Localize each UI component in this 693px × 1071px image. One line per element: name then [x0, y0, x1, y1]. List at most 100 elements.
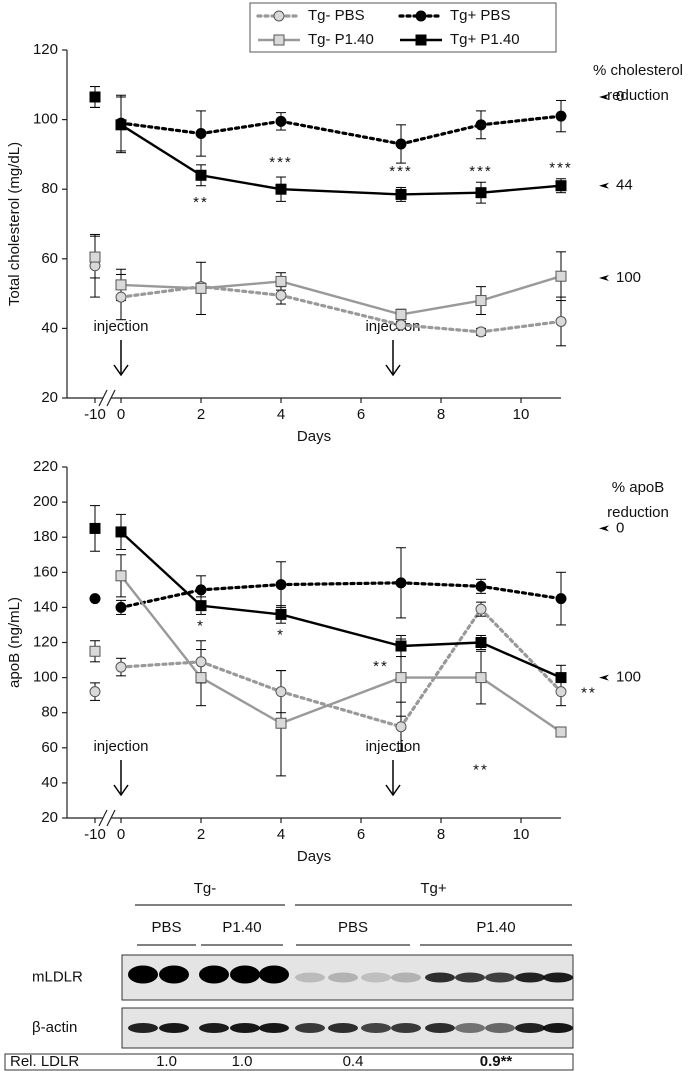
reduction-arrow [599, 674, 609, 681]
line-segment [199, 119, 283, 136]
blot-band [328, 1023, 358, 1033]
line-segment [120, 283, 202, 290]
rel-box [4, 1053, 574, 1071]
marker [115, 601, 127, 613]
blot-band [515, 972, 545, 983]
reduction-title: reduction [607, 87, 669, 104]
marker [475, 326, 487, 338]
marker [275, 183, 287, 195]
significance: * [277, 626, 285, 643]
reduction-arrow [599, 182, 609, 189]
blot-band [259, 965, 289, 984]
marker [115, 570, 127, 582]
injection-arrowhead [385, 784, 401, 797]
marker [275, 275, 287, 287]
line-segment [119, 121, 203, 136]
line-segment [279, 690, 403, 729]
marker [475, 187, 487, 199]
line-segment [200, 604, 282, 616]
significance: *** [469, 163, 493, 180]
marker [555, 270, 567, 282]
y-tick-label: 20 [41, 809, 58, 826]
blot-band [199, 965, 229, 984]
series-group [89, 505, 567, 777]
marker [195, 600, 207, 612]
injection-arrowhead [113, 784, 129, 797]
blot-band [159, 1023, 189, 1033]
marker [555, 110, 567, 122]
marker [115, 661, 127, 673]
line-segment [200, 174, 282, 191]
line-segment [479, 114, 563, 127]
reduction-value: 100 [616, 669, 641, 686]
y-tick-label: 60 [41, 739, 58, 756]
marker [555, 315, 567, 327]
marker [395, 577, 407, 589]
rel-value: 1.0 [156, 1053, 177, 1070]
x-tick-label: 10 [513, 406, 530, 423]
blot-band [128, 965, 158, 984]
marker [275, 717, 287, 729]
marker [395, 721, 407, 733]
marker [395, 138, 407, 150]
marker [555, 593, 567, 605]
line-segment [399, 323, 483, 334]
marker [475, 672, 487, 684]
line-segment [479, 607, 563, 694]
blot-band [259, 1023, 289, 1033]
line-segment [400, 641, 482, 648]
y-tick-label: 140 [33, 598, 58, 615]
marker [275, 289, 287, 301]
marker [195, 656, 207, 668]
legend-marker [273, 10, 285, 22]
marker [395, 319, 407, 331]
reduction-value: 0 [616, 519, 624, 536]
reduction-title: reduction [607, 504, 669, 521]
blot-band [295, 1023, 325, 1033]
significance: ** [193, 194, 209, 211]
line-segment [200, 280, 282, 290]
blot-band [128, 1023, 158, 1033]
x-axis-label: Days [297, 428, 331, 445]
marker [89, 645, 101, 657]
significance: ** [473, 762, 489, 779]
x-tick-label: 6 [357, 826, 365, 843]
x-tick-label: 6 [357, 406, 365, 423]
reduction-value: 100 [616, 269, 641, 286]
injection-label: injection [93, 738, 148, 755]
line-segment [479, 584, 563, 601]
subgroup-label: PBS [338, 919, 368, 936]
axis-break [106, 809, 116, 827]
blot-band [361, 1023, 391, 1033]
blot-band [425, 972, 455, 983]
marker [275, 608, 287, 620]
blot-band [295, 972, 325, 983]
series-group [89, 86, 567, 347]
marker [275, 115, 287, 127]
marker [195, 282, 207, 294]
line-segment [399, 123, 483, 146]
line-segment [119, 660, 203, 669]
line-segment [400, 191, 482, 196]
legend-box [249, 2, 557, 53]
x-tick-label: -10 [84, 826, 106, 843]
marker [195, 128, 207, 140]
y-tick-label: 120 [33, 41, 58, 58]
blot-band [485, 972, 515, 983]
blot-band [455, 972, 485, 983]
subgroup-label: P1.40 [476, 919, 515, 936]
blot-band [455, 1023, 485, 1033]
blot-band [515, 1023, 545, 1033]
injection-label: injection [93, 318, 148, 335]
y-axis-label: Total cholesterol (mg/dL) [6, 142, 23, 306]
reduction-value: 44 [616, 177, 633, 194]
marker [395, 308, 407, 320]
marker [115, 119, 127, 131]
reduction-arrow [599, 274, 609, 281]
reduction-title: % apoB [612, 479, 665, 496]
rel-label: Rel. LDLR [10, 1053, 79, 1070]
significance: * [197, 618, 205, 635]
blot-band [230, 1023, 260, 1033]
y-tick-label: 40 [41, 774, 58, 791]
